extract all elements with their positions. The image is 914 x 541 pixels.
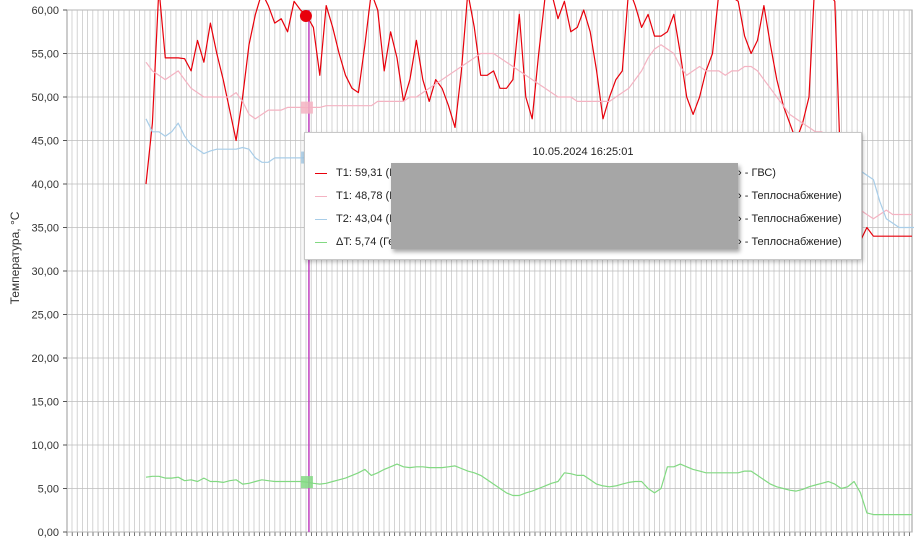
tooltip-row-tail: › - Теплоснабжение) [738, 190, 842, 202]
series-line [145, 463, 912, 516]
y-tick-label: 35,00 [31, 223, 59, 235]
tooltip-row-t1-heat: T1: 48,78 (Г [315, 189, 395, 203]
cursor-marker [300, 476, 313, 489]
y-axis: 0,00 5,00 10,00 15,00 20,00 25,00 30,00 35,00 40… [31, 5, 67, 539]
redaction-box [391, 163, 738, 249]
tooltip-swatch [315, 218, 327, 220]
tooltip-row-tail: › - ГВС) [738, 167, 776, 179]
grid [66, 9, 913, 536]
y-tick-label: 15,00 [31, 397, 59, 409]
cursor-marker [299, 10, 312, 23]
y-tick-label: 60,00 [31, 5, 59, 17]
y-tick-label: 30,00 [31, 266, 59, 278]
y-tick-label: 45,00 [31, 136, 59, 148]
y-tick-label: 40,00 [31, 179, 59, 191]
y-tick-label: 0,00 [38, 527, 59, 539]
tooltip-row-label: ΔT: 5,74 (Ге [336, 236, 395, 248]
tooltip-title: 10.05.2024 16:25:01 [532, 146, 634, 158]
tooltip-row-t2-heat: T2: 43,04 (Г [315, 212, 395, 226]
y-tick-label: 20,00 [31, 353, 59, 365]
tooltip-row-tail: › - Теплоснабжение) [738, 236, 842, 248]
tooltip-row-tail: › - Теплоснабжение) [738, 213, 842, 225]
tooltip-swatch [315, 241, 327, 243]
tooltip-swatch [315, 172, 327, 174]
tooltip-row-dt-heat: ΔT: 5,74 (Ге [315, 235, 394, 249]
tooltip-row-label: T1: 59,31 (Г [336, 167, 396, 179]
y-tick-label: 55,00 [31, 49, 59, 61]
y-axis-label: Температура, °С [8, 211, 22, 304]
series-line [145, 44, 912, 220]
tooltip-row-label: T2: 43,04 (Г [336, 213, 396, 225]
y-tick-label: 10,00 [31, 440, 59, 452]
y-tick-label: 5,00 [38, 484, 59, 496]
y-tick-label: 50,00 [31, 92, 59, 104]
tooltip-swatch [315, 195, 327, 197]
series-line [145, 0, 912, 242]
tooltip-row-t1-gvs: T1: 59,31 (Г [315, 166, 395, 180]
cursor-marker [300, 101, 313, 114]
y-tick-label: 25,00 [31, 310, 59, 322]
tooltip-row-label: T1: 48,78 (Г [336, 190, 396, 202]
